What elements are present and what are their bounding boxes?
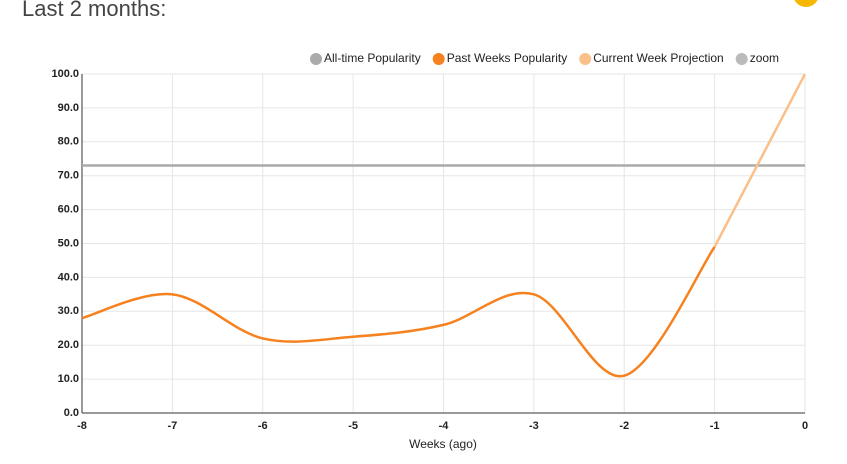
- x-tick-label: -1: [710, 420, 720, 432]
- line: [81, 246, 716, 378]
- y-tick-label: 0.0: [64, 407, 79, 419]
- x-tick-label: -8: [77, 420, 87, 432]
- x-tick-label: -3: [529, 420, 539, 432]
- legend-swatch: [310, 53, 322, 65]
- y-tick-label: 50.0: [58, 237, 79, 249]
- y-tick-label: 100.0: [51, 68, 79, 80]
- y-tick-label: 70.0: [58, 170, 79, 182]
- legend-swatch: [579, 53, 592, 65]
- x-axis-label: Weeks (ago): [409, 437, 477, 451]
- y-tick-label: 60.0: [58, 204, 79, 216]
- x-tick-label: -2: [619, 420, 629, 432]
- legend-label: All-time Popularity: [324, 51, 421, 65]
- x-tick-label: 0: [802, 420, 808, 432]
- legend-label: Current Week Projection: [593, 51, 724, 65]
- y-tick-label: 10.0: [58, 373, 79, 385]
- line: [713, 73, 807, 248]
- legend-swatch: [432, 53, 445, 65]
- corner-icon: [794, 0, 818, 7]
- x-tick-label: -7: [167, 420, 177, 432]
- legend-label: Past Weeks Popularity: [447, 51, 568, 65]
- legend-label: zoom: [750, 51, 779, 65]
- chart-title: Last 2 months:: [22, 0, 166, 21]
- legend-swatch: [735, 53, 748, 65]
- y-tick-label: 80.0: [58, 136, 79, 148]
- y-tick-label: 40.0: [58, 271, 79, 283]
- x-tick-label: -4: [439, 420, 450, 432]
- y-tick-label: 30.0: [58, 305, 79, 317]
- y-tick-label: 90.0: [58, 102, 79, 114]
- y-tick-label: 20.0: [58, 339, 79, 351]
- x-tick-label: -5: [348, 420, 358, 432]
- x-tick-label: -6: [258, 420, 268, 432]
